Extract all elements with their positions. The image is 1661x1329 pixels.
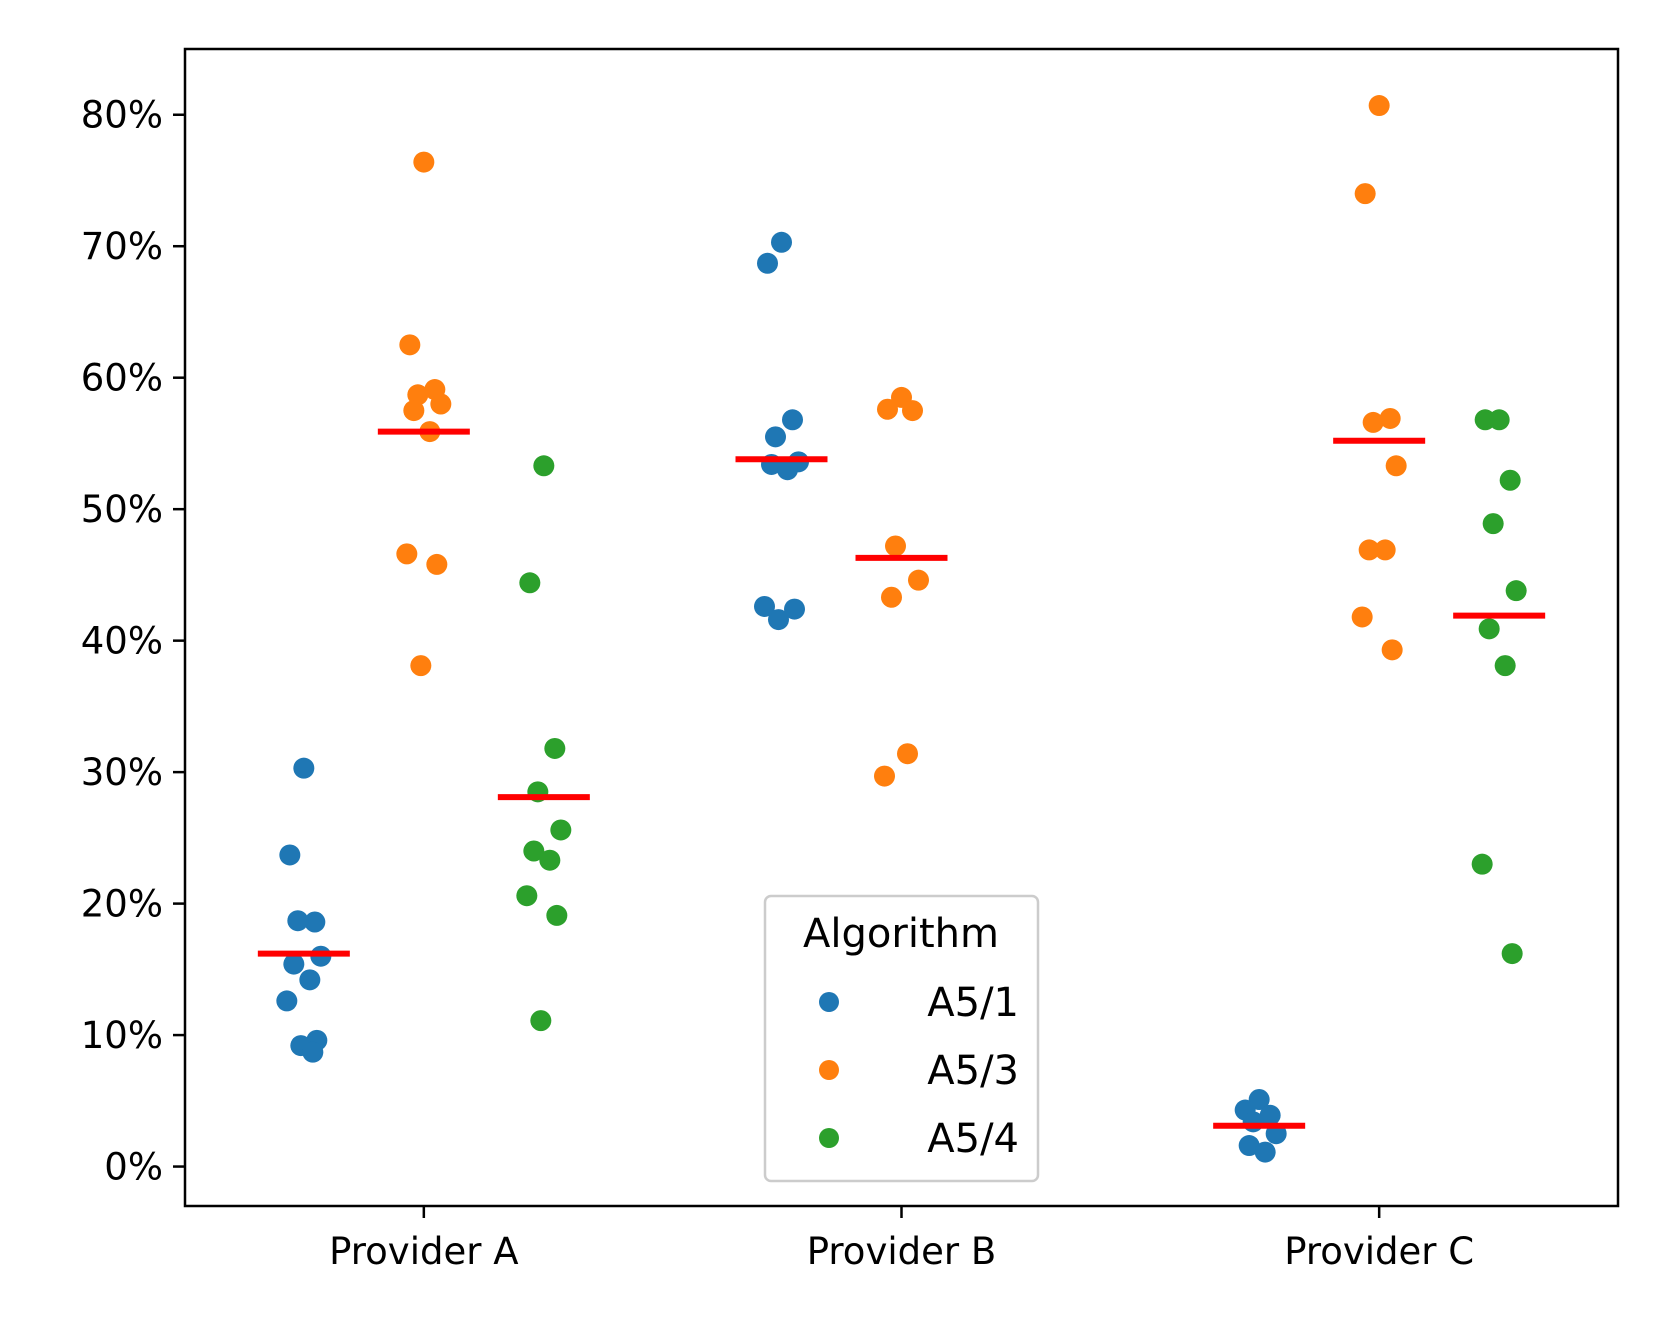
point-A54-provider-a <box>550 819 572 841</box>
point-A51-provider-a <box>287 910 309 932</box>
point-A53-provider-b <box>874 765 895 787</box>
y-tick-label: 20% <box>81 883 163 926</box>
point-A51-provider-b <box>765 426 786 448</box>
legend-marker-a54 <box>819 1128 839 1148</box>
y-tick-label: 80% <box>81 94 163 137</box>
point-A53-provider-b <box>908 569 929 591</box>
point-A53-provider-a <box>403 400 425 422</box>
legend-label-a51: A5/1 <box>927 980 1019 1026</box>
point-A53-provider-a <box>430 393 452 415</box>
point-A53-provider-c <box>1381 639 1403 661</box>
y-tick-label: 0% <box>104 1146 163 1189</box>
x-axis: Provider A Provider B Provider C <box>329 1206 1474 1273</box>
point-A53-provider-b <box>897 743 918 765</box>
point-A53-provider-c <box>1358 539 1380 561</box>
point-A51-provider-b <box>782 409 803 431</box>
point-A53-provider-a <box>407 384 429 406</box>
legend-marker-a53 <box>819 1060 839 1080</box>
point-A53-provider-a <box>410 655 432 677</box>
point-A53-provider-c <box>1374 539 1396 561</box>
y-tick-label: 50% <box>81 488 163 531</box>
point-A54-provider-a <box>519 572 541 594</box>
x-tick-label: Provider A <box>329 1230 518 1273</box>
point-A53-provider-b <box>902 400 923 422</box>
point-A51-provider-a <box>279 844 301 866</box>
point-A54-provider-a <box>530 1010 552 1032</box>
point-A53-provider-a <box>399 334 421 356</box>
point-A54-provider-a <box>523 840 545 862</box>
point-A54-provider-a <box>516 885 538 907</box>
y-tick-label: 10% <box>81 1014 163 1057</box>
point-A54-provider-c <box>1474 409 1496 431</box>
point-A54-provider-c <box>1505 580 1527 602</box>
legend-title: Algorithm <box>803 911 999 957</box>
point-A51-provider-b <box>768 609 789 631</box>
legend-marker-a51 <box>819 992 839 1012</box>
point-A51-provider-a <box>304 911 326 933</box>
point-A53-provider-a <box>426 553 448 575</box>
point-A51-provider-b <box>784 598 805 620</box>
point-A53-provider-c <box>1354 183 1376 205</box>
legend-box <box>763 894 1040 1183</box>
point-A51-provider-c <box>1254 1141 1276 1163</box>
point-A53-provider-c <box>1368 95 1390 117</box>
point-A54-provider-c <box>1499 469 1521 491</box>
point-A51-provider-a <box>283 953 305 975</box>
y-tick-label: 70% <box>81 225 163 268</box>
point-A53-provider-c <box>1351 606 1373 628</box>
point-A51-provider-a <box>293 757 315 779</box>
y-tick-label: 40% <box>81 620 163 663</box>
point-A51-provider-a <box>302 1041 324 1063</box>
plot-frame <box>183 47 1620 1208</box>
point-A53-provider-b <box>881 586 902 608</box>
point-A54-provider-a <box>546 904 568 926</box>
point-A53-provider-a <box>396 543 418 565</box>
mean-lines <box>257 428 1546 1129</box>
point-A51-provider-b <box>777 459 798 481</box>
point-A51-provider-a <box>299 969 321 991</box>
y-tick-label: 30% <box>81 751 163 794</box>
y-tick-label: 60% <box>81 357 163 400</box>
point-A53-provider-c <box>1362 411 1384 433</box>
x-tick-label: Provider B <box>807 1230 996 1273</box>
point-A51-provider-c <box>1238 1135 1260 1157</box>
point-A54-provider-c <box>1471 853 1493 875</box>
point-A51-provider-b <box>754 595 775 617</box>
point-A54-provider-a <box>533 455 555 477</box>
point-A53-provider-b <box>885 535 906 557</box>
legend-label-a53: A5/3 <box>927 1048 1019 1094</box>
point-A51-provider-c <box>1259 1104 1281 1126</box>
point-A54-provider-c <box>1494 655 1516 677</box>
legend-label-a54: A5/4 <box>927 1116 1019 1162</box>
y-axis: 0% 10% 20% 30% 40% 50% 60% 70% 80% <box>81 94 185 1189</box>
point-A51-provider-a <box>276 990 298 1012</box>
data-points <box>276 95 1527 1163</box>
point-A54-provider-c <box>1478 618 1500 640</box>
point-A54-provider-a <box>539 849 561 871</box>
point-A51-provider-b <box>771 231 792 253</box>
point-A54-provider-c <box>1482 513 1504 535</box>
point-A53-provider-c <box>1385 455 1407 477</box>
x-tick-label: Provider C <box>1284 1230 1474 1273</box>
point-A54-provider-c <box>1501 943 1523 965</box>
point-A54-provider-a <box>544 737 566 759</box>
point-A51-provider-c <box>1242 1111 1264 1133</box>
point-A53-provider-b <box>877 398 898 420</box>
legend: Algorithm A5/1 A5/3 A5/4 <box>763 894 1040 1183</box>
point-A53-provider-c <box>1379 407 1401 429</box>
point-A53-provider-a <box>413 151 435 173</box>
point-A51-provider-b <box>757 252 778 274</box>
